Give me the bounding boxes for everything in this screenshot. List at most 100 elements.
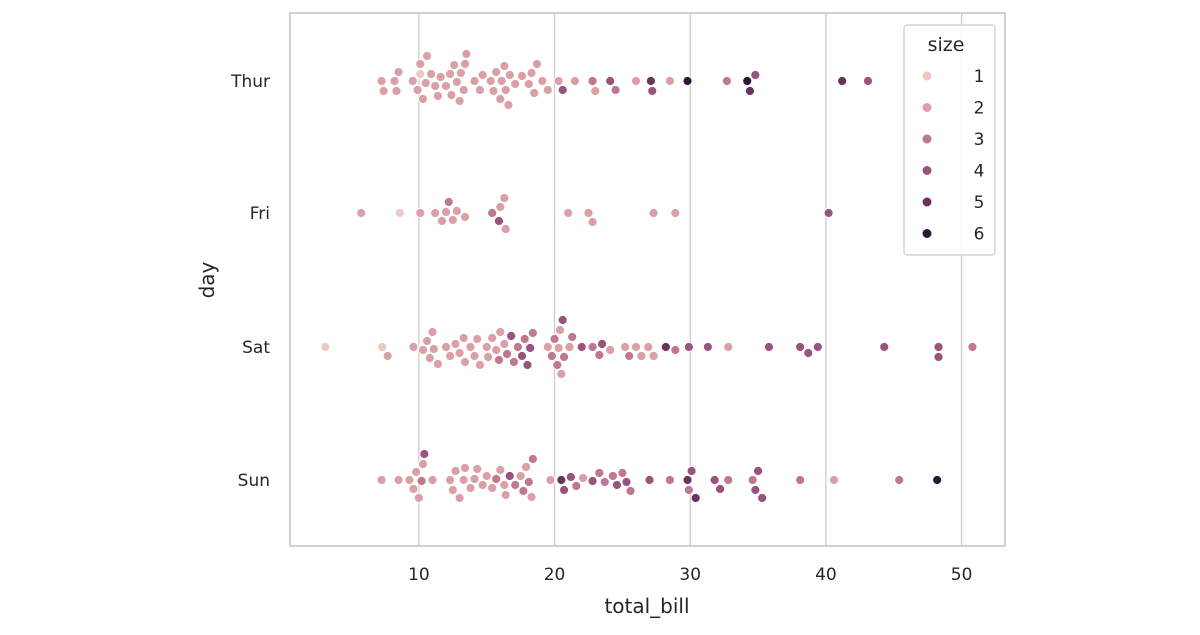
y-tick-label-sun: Sun <box>238 471 270 491</box>
point-sun <box>523 476 534 488</box>
point-sat <box>542 341 553 353</box>
point-sun <box>527 453 538 465</box>
point-thur <box>742 75 753 87</box>
x-tick-label-40: 40 <box>815 565 837 585</box>
point-sat <box>683 341 694 353</box>
point-sat <box>624 350 635 362</box>
point-thur <box>682 75 693 87</box>
legend-label-2: 2 <box>974 99 985 119</box>
point-fri <box>415 207 426 219</box>
point-thur <box>454 95 465 107</box>
point-sun <box>510 479 521 491</box>
point-sun <box>828 474 840 486</box>
point-sun <box>747 474 758 486</box>
point-sun <box>714 483 726 495</box>
y-axis-label: day <box>195 261 219 298</box>
point-thur <box>412 84 423 96</box>
point-sat <box>553 342 564 354</box>
point-sun <box>459 462 471 474</box>
point-fri <box>356 207 367 219</box>
point-thur <box>458 84 469 96</box>
point-sun <box>757 492 768 504</box>
point-thur <box>542 84 553 96</box>
point-sat <box>432 358 443 370</box>
point-thur <box>432 90 443 102</box>
legend-marker-3 <box>921 133 933 145</box>
point-sun <box>545 474 556 486</box>
legend-marker-5 <box>921 196 933 208</box>
point-sun <box>419 448 430 460</box>
point-sat <box>795 341 806 353</box>
point-sat <box>587 341 598 353</box>
point-sat <box>516 350 528 362</box>
point-fri <box>587 216 598 228</box>
point-sat <box>459 356 471 368</box>
point-sun <box>571 480 582 492</box>
point-sun <box>477 479 488 491</box>
point-sat <box>552 359 563 371</box>
axes-frame <box>289 12 1006 547</box>
point-sat <box>444 350 456 362</box>
point-thur <box>553 75 564 87</box>
legend-label-4: 4 <box>974 162 985 182</box>
point-fri <box>443 196 454 208</box>
y-tick-labels: Thur Fri Sat Sun <box>230 72 270 491</box>
point-sat <box>512 341 524 353</box>
point-thur <box>469 75 480 87</box>
point-thur <box>529 87 540 99</box>
point-sun <box>481 470 492 482</box>
point-sun <box>752 465 764 477</box>
point-thur <box>837 75 848 87</box>
point-sun <box>587 475 598 487</box>
legend-marker-4 <box>921 165 933 176</box>
point-sun <box>408 483 419 495</box>
point-sat <box>320 341 331 353</box>
point-thur <box>590 85 601 97</box>
point-thur <box>499 60 510 72</box>
point-sun <box>518 485 529 497</box>
point-thur <box>523 78 534 90</box>
point-thur <box>451 76 462 88</box>
point-sat <box>648 350 659 362</box>
point-thur <box>645 75 656 87</box>
point-sat <box>643 341 654 353</box>
point-sat <box>554 324 566 336</box>
point-sun <box>690 492 701 504</box>
point-sun <box>932 474 943 486</box>
point-fri <box>451 205 462 217</box>
point-sun <box>526 491 537 503</box>
point-sat <box>501 348 513 360</box>
point-thur <box>610 84 621 96</box>
point-fri <box>500 223 511 235</box>
point-sat <box>424 352 435 364</box>
point-thur <box>500 84 511 96</box>
y-tick-label-sat: Sat <box>242 338 270 358</box>
point-sat <box>594 349 605 361</box>
legend-label-3: 3 <box>974 130 985 150</box>
point-sun <box>499 479 510 491</box>
point-thur <box>744 85 756 97</box>
point-sun <box>644 474 655 486</box>
point-thur <box>630 75 642 87</box>
point-sat <box>723 341 734 353</box>
point-sat <box>506 330 517 342</box>
point-sat <box>508 356 519 368</box>
point-sat <box>630 341 642 353</box>
point-thur <box>557 84 568 96</box>
point-sun <box>577 472 589 484</box>
point-sat <box>491 344 502 356</box>
point-sat <box>803 347 814 359</box>
point-thur <box>474 84 486 96</box>
legend-label-6: 6 <box>974 225 985 245</box>
point-thur <box>526 67 537 79</box>
point-sat <box>522 359 533 371</box>
point-sun <box>520 461 532 473</box>
legend: size 1 2 3 4 5 6 <box>903 24 996 256</box>
point-sat <box>967 341 978 353</box>
point-thur <box>488 85 499 97</box>
point-sat <box>428 343 439 355</box>
point-fri <box>583 207 594 219</box>
point-sun <box>413 492 424 504</box>
point-sat <box>469 350 480 362</box>
point-sat <box>763 341 775 353</box>
